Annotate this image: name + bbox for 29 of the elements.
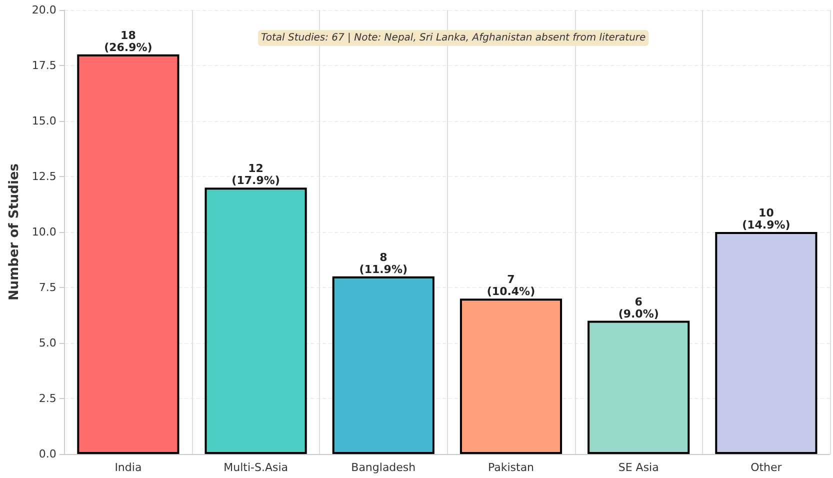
y-axis-title: Number of Studies [7,163,22,301]
x-tick-label: Multi-S.Asia [224,461,288,474]
y-tick-label: 0.0 [38,448,56,460]
y-tick-label: 15.0 [32,114,56,128]
bar [77,54,180,454]
y-tick-label: 10.0 [32,226,56,238]
bar [332,276,434,454]
data-label: 6 (9.0%) [618,295,659,320]
y-tick-label: 12.5 [32,170,56,183]
bar [204,188,307,454]
data-label: 8 (11.9%) [359,250,408,276]
y-tick-label: 17.5 [32,59,56,72]
data-label: 10 (14.9%) [742,206,790,232]
bar [588,320,690,454]
y-tick-label: 5.0 [38,336,56,350]
data-label: 12 (17.9%) [232,162,280,188]
x-tick-label: Other [750,461,782,474]
annotation: Total Studies: 67 | Note: Nepal, Sri Lanka, Afghanistan absent from literature [261,32,646,44]
x-tick-label: India [114,461,142,474]
data-label: 18 (26.9%) [104,28,152,54]
x-tick-label: Bangladesh [351,461,416,474]
y-tick-label: 20.0 [32,4,56,16]
bar [460,298,562,454]
data-label: 7 (10.4%) [486,273,536,298]
x-tick-label: Pakistan [488,461,534,474]
bar [715,232,818,454]
x-tick-label: SE Asia [618,461,659,474]
y-tick-label: 7.5 [38,281,56,294]
y-tick-label: 2.5 [38,392,56,405]
